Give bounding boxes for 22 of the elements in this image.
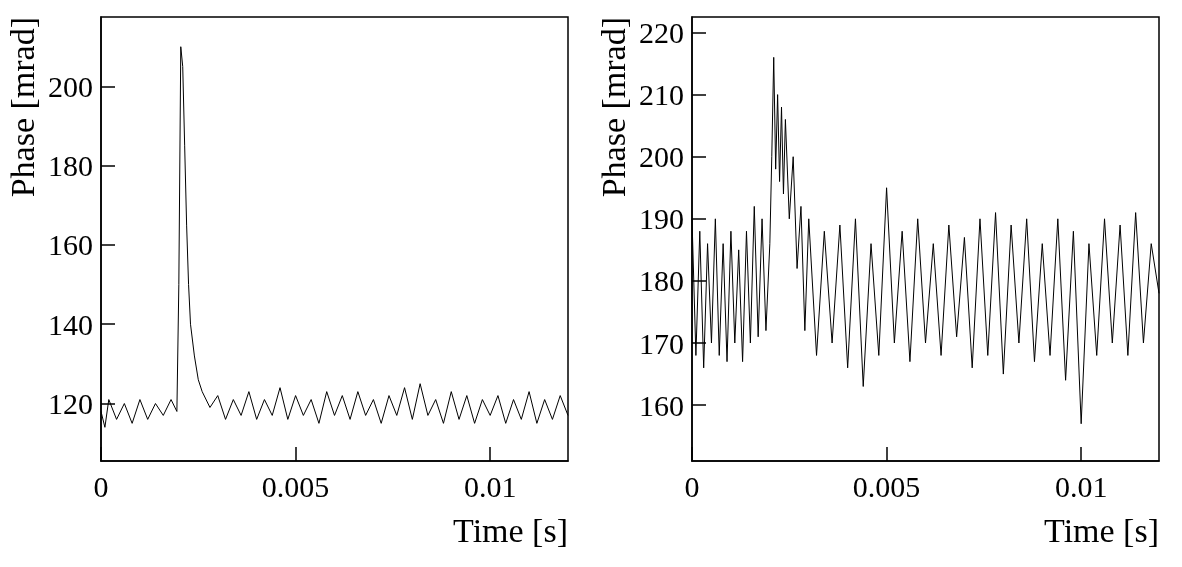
x-tick-label: 0	[93, 469, 109, 503]
x-tick-label: 0.005	[261, 469, 330, 503]
y-axis-title: Phase [mrad]	[594, 17, 632, 198]
y-tick-label: 200	[48, 69, 93, 103]
y-tick-label: 210	[639, 78, 684, 112]
y-tick-label: 160	[48, 228, 93, 262]
y-tick-label: 120	[48, 387, 93, 421]
y-tick-label: 180	[639, 264, 684, 298]
x-axis-title: Time [s]	[1044, 511, 1159, 549]
y-tick-label: 180	[48, 149, 93, 183]
x-tick-label: 0	[684, 469, 700, 503]
x-tick-label: 0.01	[1054, 469, 1108, 503]
x-axis-title: Time [s]	[453, 511, 568, 549]
y-tick-label: 170	[639, 326, 684, 360]
x-tick-label: 0.01	[463, 469, 517, 503]
y-tick-label: 140	[48, 307, 93, 341]
y-axis-title: Phase [mrad]	[3, 17, 41, 198]
x-tick-label: 0.005	[852, 469, 921, 503]
y-tick-label: 190	[639, 202, 684, 236]
y-tick-label: 200	[639, 140, 684, 174]
y-tick-label: 160	[639, 388, 684, 422]
y-tick-label: 220	[639, 16, 684, 50]
